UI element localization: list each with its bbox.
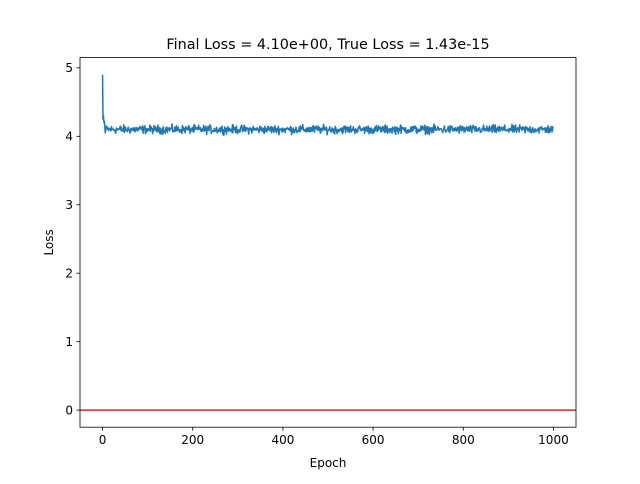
y-tick-label: 1	[65, 335, 73, 349]
y-tick-label: 0	[65, 403, 73, 417]
x-tick-label: 600	[362, 433, 385, 447]
x-tick-label: 1000	[538, 433, 569, 447]
x-tick-label: 400	[271, 433, 294, 447]
chart-title: Final Loss = 4.10e+00, True Loss = 1.43e…	[166, 37, 489, 53]
y-axis-label: Loss	[42, 229, 56, 255]
x-tick-label: 800	[452, 433, 475, 447]
y-tick-label: 4	[65, 130, 73, 144]
plot-area	[79, 57, 577, 428]
x-axis: 0 200 400 600 800 1000	[99, 427, 569, 447]
plot-frame	[79, 57, 577, 428]
x-axis-label: Epoch	[310, 456, 347, 470]
y-tick-label: 5	[65, 61, 73, 75]
y-axis: 0 1 2 3 4 5	[65, 61, 80, 417]
y-tick-label: 2	[65, 267, 73, 281]
x-tick-label: 200	[181, 433, 204, 447]
loss-series-line	[101, 74, 554, 137]
x-tick-label: 0	[99, 433, 107, 447]
y-tick-label: 3	[65, 198, 73, 212]
